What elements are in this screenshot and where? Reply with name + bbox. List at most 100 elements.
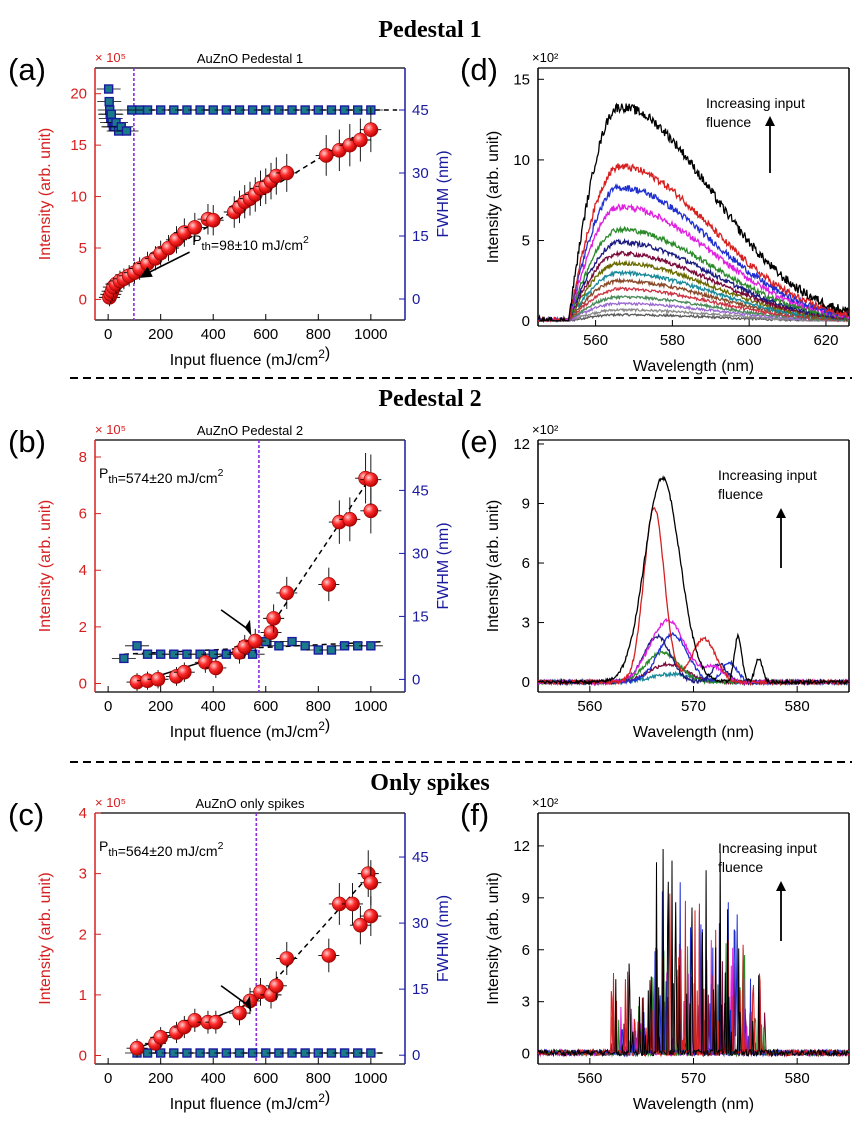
arrow-head: [765, 116, 775, 126]
fwhm-point: [287, 636, 297, 647]
x-tick-label: 600: [253, 326, 278, 343]
y-tick-label: 5: [522, 233, 530, 250]
y-axis-label: Intensity (arb. unit): [485, 872, 502, 1005]
panel-f: (f) 560 570 580 0 3 6 9 12 Wavelength (nm) Intensi…: [460, 795, 850, 1113]
x-tick-label: 400: [201, 698, 226, 715]
y-tick-label: 5: [79, 240, 87, 257]
intensity-point: [345, 896, 360, 912]
arrow-head: [776, 508, 786, 518]
x-axis-label: Wavelength (nm): [633, 1096, 754, 1113]
intensity-point: [363, 503, 379, 519]
y-tick-label: 8: [79, 449, 87, 466]
annotation-arrow: [220, 609, 250, 631]
y-tick-label: 10: [513, 152, 530, 169]
y2-tick-label: 45: [412, 102, 429, 119]
y-tick-label: 10: [70, 189, 87, 206]
y2-tick-label: 30: [412, 545, 429, 562]
x-tick-label: 400: [201, 326, 226, 343]
y2-tick-label: 45: [412, 849, 429, 866]
x-tick-label: 0: [104, 698, 112, 715]
panel-label: (d): [460, 52, 498, 87]
y-axis-label: Intensity (arb. unit): [485, 500, 502, 633]
y-tick-label: 6: [79, 506, 87, 523]
spectrum-line: [538, 102, 849, 324]
annotation-line-2: fluence: [706, 114, 751, 130]
x-tick-label: 800: [306, 698, 331, 715]
annotation-line-1: Increasing input: [718, 840, 817, 856]
intensity-point: [187, 220, 203, 235]
x-tick-label: 1000: [354, 698, 387, 715]
y2-tick-label: 15: [412, 981, 429, 998]
intensity-point: [321, 948, 337, 963]
y-scale-label: ×10²: [532, 795, 559, 810]
y-tick-label: 2: [79, 926, 87, 943]
y2-axis-label: FWHM (nm): [435, 522, 452, 609]
x-tick-label: 200: [148, 698, 173, 715]
x-tick-label: 0: [104, 326, 112, 343]
fwhm-point: [366, 641, 376, 651]
x-tick-label: 580: [660, 332, 685, 349]
fwhm-point: [119, 653, 129, 664]
y-axis-label: Intensity (arb. unit): [37, 128, 54, 261]
spectrum-line: [538, 277, 849, 323]
x-tick-label: 560: [583, 332, 608, 349]
y2-tick-label: 15: [412, 608, 429, 625]
spectrum-line: [538, 475, 849, 687]
panel-c: (c) 0 200 400 600 800 1000 0 1 2 3 4 0 15 30 45 Input fl…: [8, 795, 452, 1113]
x-tick-label: 1000: [354, 326, 387, 343]
x-tick-label: 200: [148, 326, 173, 343]
y-tick-label: 12: [513, 436, 530, 453]
plot-area: [538, 848, 849, 1058]
intensity-point: [363, 908, 379, 924]
intensity-point: [208, 1014, 224, 1030]
intensity-point: [279, 585, 295, 601]
y-scale-label: × 10⁵: [95, 422, 126, 437]
y-tick-label: 3: [522, 994, 530, 1011]
intensity-point: [321, 577, 337, 592]
y-tick-label: 3: [522, 615, 530, 632]
y-tick-label: 15: [513, 71, 530, 88]
annotation-line-2: fluence: [718, 486, 763, 502]
intensity-point: [318, 148, 334, 163]
spectrum-line: [538, 163, 849, 324]
y-scale-label: × 10⁵: [95, 50, 126, 65]
y-tick-label: 0: [79, 676, 87, 693]
x-tick-label: 580: [785, 698, 810, 715]
y-tick-label: 1: [79, 987, 87, 1004]
intensity-point: [150, 671, 166, 687]
threshold-annotation: Pth=98±10 mJ/cm2: [192, 232, 309, 253]
y2-tick-label: 15: [412, 228, 429, 245]
panel-title: AuZnO Pedestal 2: [197, 423, 303, 438]
y-scale-label: ×10²: [532, 50, 559, 65]
section-title: Only spikes: [370, 770, 489, 796]
y2-axis-label: FWHM (nm): [435, 895, 452, 982]
y2-tick-label: 0: [412, 291, 420, 308]
x-tick-label: 560: [577, 1070, 602, 1087]
panel-d: (d) 560 580 600 620 0 5 10 15 Wavelength (nm) Inte…: [460, 50, 850, 375]
intensity-point: [208, 660, 224, 676]
y-tick-label: 6: [522, 942, 530, 959]
y-tick-label: 15: [70, 137, 87, 154]
plot-area: [96, 68, 398, 320]
panel-title: AuZnO only spikes: [195, 796, 305, 811]
x-tick-label: 600: [737, 332, 762, 349]
intensity-point: [363, 875, 379, 891]
intensity-point: [363, 122, 379, 138]
y-tick-label: 2: [79, 619, 87, 636]
spectrum-line: [538, 961, 849, 1058]
y-tick-label: 20: [70, 86, 87, 103]
plot-area: [125, 813, 384, 1064]
fwhm-point: [132, 641, 142, 651]
x-tick-label: 800: [306, 326, 331, 343]
spectrum-line: [538, 183, 849, 323]
arrow-head: [244, 619, 252, 636]
y-scale-label: ×10²: [532, 422, 559, 437]
panel-a: (a)0 200 400 600 800 1000051015200153045Input…: [8, 50, 452, 369]
x-tick-label: 1000: [354, 1070, 387, 1087]
x-tick-label: 560: [577, 698, 602, 715]
x-axis-label: Input fluence (mJ/cm2): [170, 345, 331, 369]
section-title: Pedestal 2: [378, 386, 481, 412]
fwhm-point: [326, 645, 337, 655]
y-tick-label: 0: [79, 291, 87, 308]
